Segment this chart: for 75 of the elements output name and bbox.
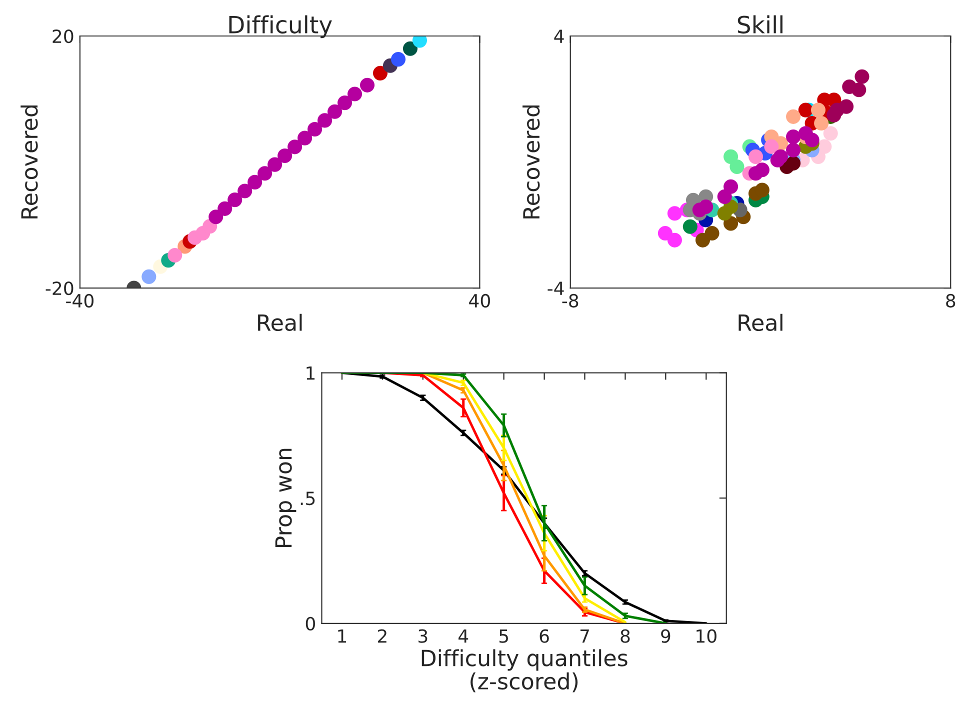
x-axis-title: Difficulty quantiles (z-scored)	[422, 649, 628, 692]
y-tick-label: 0	[306, 616, 315, 631]
point	[288, 140, 302, 154]
x-tick-label: 2	[378, 629, 386, 643]
point	[826, 108, 842, 122]
point	[704, 226, 720, 241]
point	[698, 199, 714, 214]
point	[748, 149, 764, 164]
point	[667, 232, 682, 248]
x-tick-label: 40	[469, 294, 490, 308]
point	[810, 102, 826, 118]
point	[717, 206, 732, 221]
point	[318, 113, 332, 128]
point	[730, 159, 744, 174]
point	[817, 139, 832, 154]
point	[278, 148, 292, 164]
point	[770, 152, 785, 168]
point	[852, 82, 866, 98]
point	[667, 206, 682, 221]
point	[298, 130, 312, 146]
point	[786, 142, 801, 158]
point	[372, 66, 388, 80]
x-tick-label: 4	[458, 630, 468, 643]
y-axis-title: Prop won	[275, 448, 296, 548]
x-tick-label: 8	[946, 294, 956, 308]
x-tick-label: 8	[620, 629, 630, 643]
y-tick-label: 20	[52, 29, 74, 44]
x-tick-label: 7	[580, 630, 589, 643]
point	[823, 126, 838, 141]
point	[208, 210, 224, 224]
y-tick-label: -4	[548, 282, 564, 295]
point	[786, 109, 801, 124]
point	[238, 184, 252, 198]
point	[338, 96, 352, 110]
point	[347, 86, 362, 102]
x-tick-label: 3	[418, 629, 428, 643]
point	[168, 248, 182, 263]
x-tick-label: -8	[562, 294, 578, 308]
point	[854, 69, 870, 84]
point	[764, 139, 779, 154]
x-tick-label: 10	[696, 629, 716, 643]
point	[814, 116, 829, 131]
point	[682, 219, 698, 234]
chart-title: Skill	[738, 15, 782, 34]
point	[258, 166, 272, 181]
x-tick-label: 9	[661, 629, 670, 643]
point	[308, 122, 322, 137]
point	[218, 201, 232, 216]
point	[142, 269, 156, 284]
point	[798, 102, 813, 118]
point	[228, 192, 242, 208]
point	[786, 130, 801, 144]
y-tick-label: -20	[46, 282, 74, 296]
point	[390, 52, 406, 67]
point	[754, 182, 770, 198]
point	[268, 157, 282, 172]
y-axis-title: Recovered	[522, 105, 540, 218]
point	[328, 104, 342, 119]
x-axis-title: Real	[738, 314, 782, 332]
point	[748, 166, 764, 181]
x-axis-title: Real	[258, 314, 302, 332]
point	[839, 99, 854, 114]
point	[717, 189, 732, 204]
x-tick-label: -40	[66, 294, 94, 308]
y-axis-title: Recovered	[20, 105, 38, 218]
y-tick-label: .5	[300, 492, 315, 506]
y-tick-label: 1	[306, 366, 315, 380]
point	[248, 174, 262, 190]
x-tick-label: 1	[338, 630, 346, 643]
x-tick-label: 5	[499, 630, 508, 643]
chart-title: Difficulty	[229, 15, 332, 38]
point	[360, 78, 375, 92]
point	[804, 132, 820, 148]
point	[402, 41, 418, 56]
x-tick-label: 6	[540, 629, 549, 643]
